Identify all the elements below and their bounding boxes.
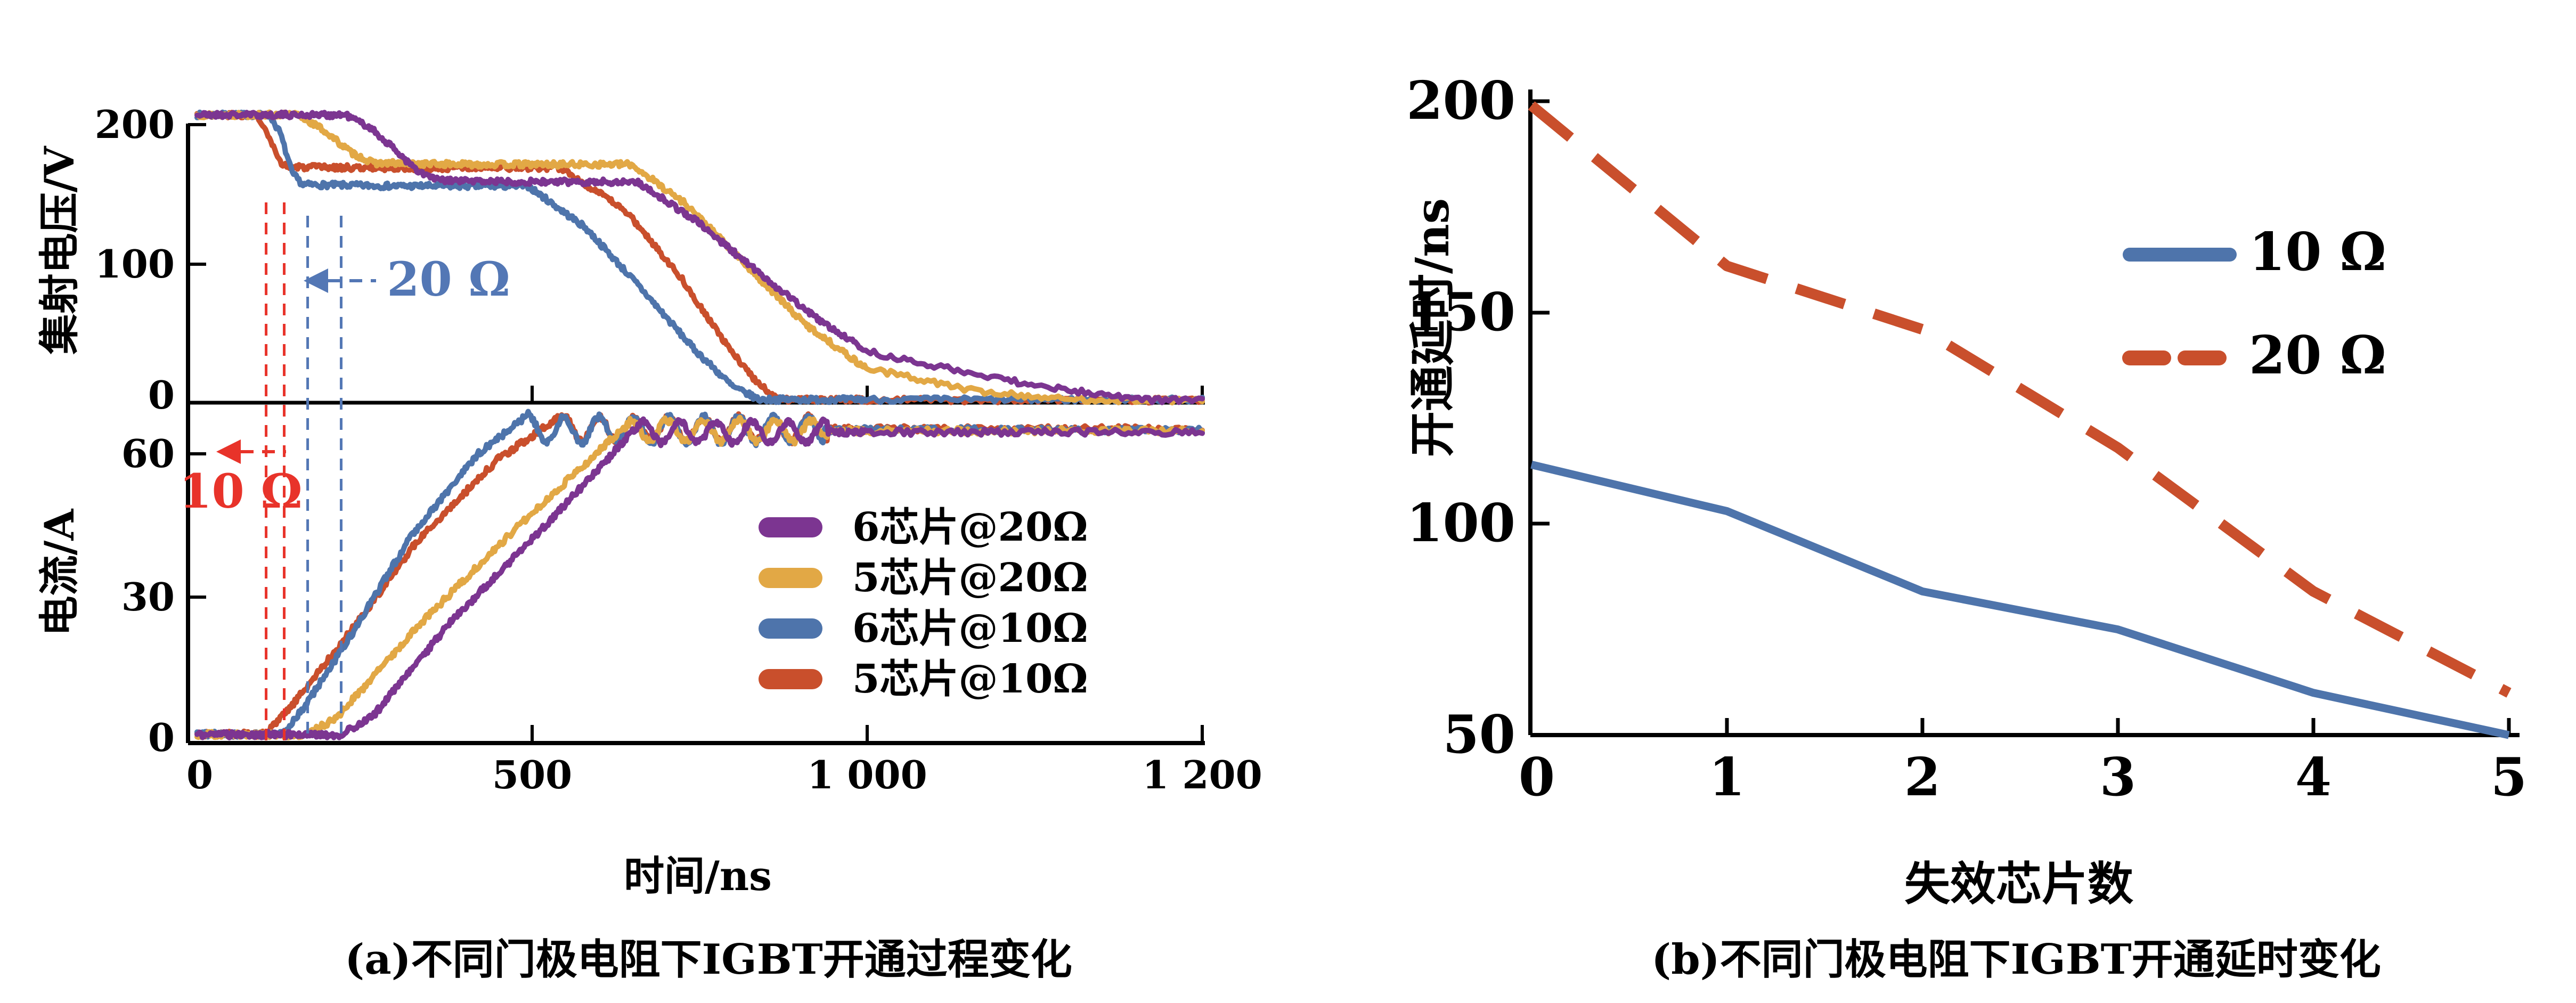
left-x-tick-0: 0 [186,752,214,797]
left-legend-label-5chip-10ohm: 5芯片@10Ω [852,656,1088,702]
left-legend-label-6chip-10ohm: 6芯片@10Ω [852,606,1088,651]
left-legend-swatch-red [759,669,822,689]
right-x-tick-1: 1 [1708,747,1746,808]
arrow-head-10ohm [216,439,241,464]
waveform-5chip-10ohm-voltage [194,110,1205,406]
left-legend-label-6chip-20ohm: 6芯片@20Ω [852,504,1088,550]
right-legend-label-20ohm: 20 Ω [2249,325,2386,386]
waveform-6chip-10ohm-voltage [194,109,1205,405]
right-x-tick-2: 2 [1904,747,1941,808]
left-legend-swatch-gold [759,568,822,588]
left-voltage-axis-label: 集射电压/V [36,146,83,355]
left-x-tick-1200: 1 200 [1142,752,1262,797]
waveform-5chip-20ohm-voltage [194,109,1205,406]
left-voltage-tick-0: 0 [148,372,175,418]
left-current-tick-60: 60 [121,431,175,476]
right-x-tick-0: 0 [1518,747,1555,808]
right-legend-label-10ohm: 10 Ω [2249,222,2386,283]
waveform-6chip-20ohm-voltage [194,109,1205,405]
right-y-tick-100: 100 [1406,493,1515,554]
annotation-20-ohm: 20 Ω [387,251,510,307]
left-voltage-tick-200: 200 [94,102,175,147]
left-x-tick-500: 500 [492,752,573,797]
right-x-tick-4: 4 [2295,747,2332,808]
left-current-tick-30: 30 [121,574,175,619]
right-x-tick-3: 3 [2099,747,2137,808]
left-legend-label-5chip-20ohm: 5芯片@20Ω [852,555,1088,601]
right-x-axis-label: 失效芯片数 [1904,857,2133,911]
caption-a: (a)不同门极电阻下IGBT开通过程变化 [345,935,1072,984]
left-x-axis-label: 时间/ns [624,852,772,900]
right-y-tick-200: 200 [1406,70,1515,132]
right-x-tick-5: 5 [2490,747,2528,808]
left-current-tick-0: 0 [148,715,175,760]
annotation-10-ohm: 10 Ω [179,463,303,519]
right-y-tick-50: 50 [1442,704,1515,765]
left-voltage-tick-100: 100 [94,241,175,287]
left-current-axis-label: 电流/A [36,509,83,637]
caption-b: (b)不同门极电阻下IGBT开通延时变化 [1651,935,2381,984]
right-y-tick-150: 150 [1406,282,1515,343]
delay-curve-blue [1530,461,2510,739]
left-legend-swatch-blue [759,618,822,639]
waveform-6chip-20ohm-current [194,416,1205,740]
left-x-tick-1000: 1 000 [807,752,927,797]
arrow-head-20ohm [304,268,328,293]
delay-curve-red [1528,101,2512,698]
left-legend-swatch-purple [759,517,822,537]
